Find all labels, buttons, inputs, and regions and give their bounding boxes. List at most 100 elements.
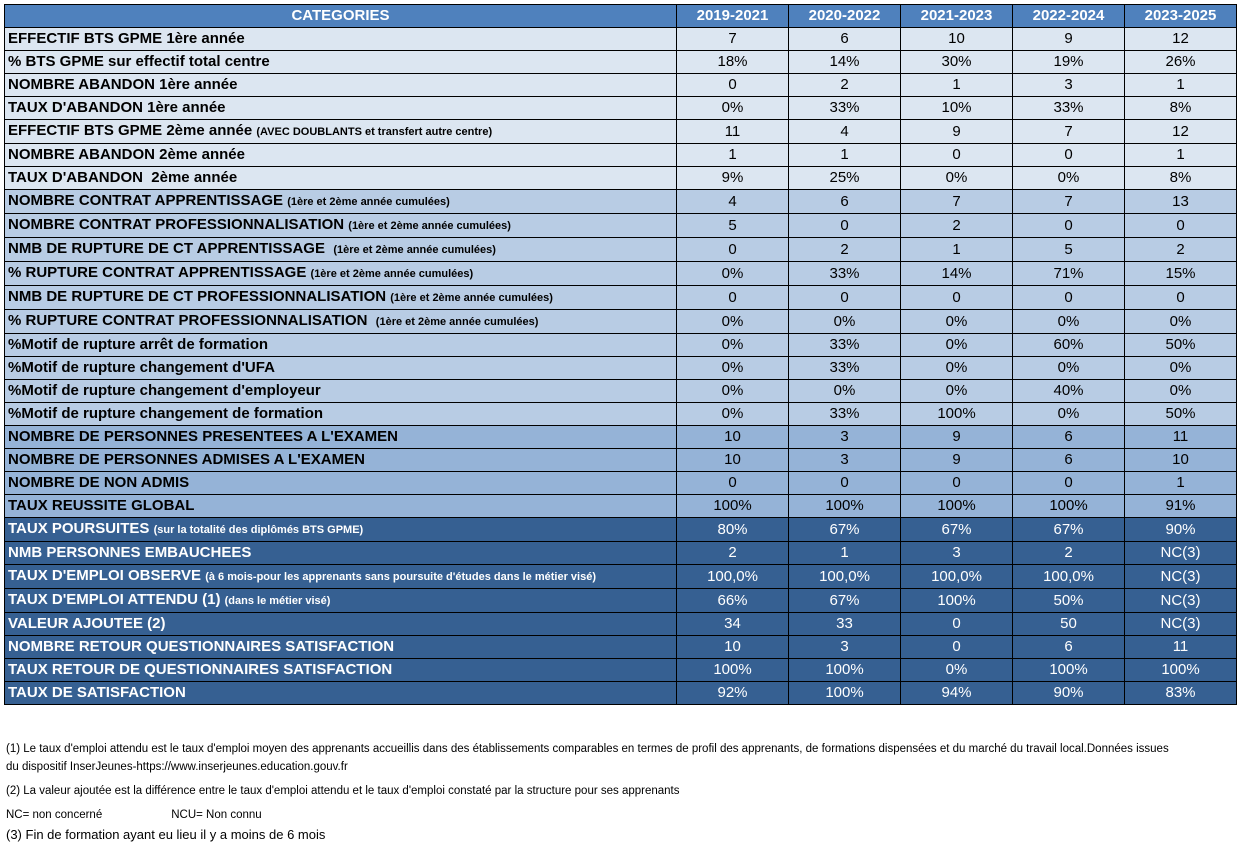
value-cell: 67%: [900, 517, 1013, 542]
row-label-cell: % BTS GPME sur effectif total centre: [4, 50, 677, 74]
row-label-cell: NMB PERSONNES EMBAUCHEES: [4, 541, 677, 565]
value-cell: 100%: [788, 658, 901, 682]
table-row: NOMBRE RETOUR QUESTIONNAIRES SATISFACTIO…: [4, 635, 1237, 659]
row-label-note: (dans le métier visé): [224, 595, 331, 607]
value-cell: 9: [900, 119, 1013, 144]
value-cell: 3: [788, 635, 901, 659]
row-label-cell: NOMBRE DE PERSONNES ADMISES A L'EXAMEN: [4, 448, 677, 472]
row-label-cell: %Motif de rupture arrêt de formation: [4, 333, 677, 357]
value-cell: 18%: [676, 50, 789, 74]
row-label-cell: TAUX REUSSITE GLOBAL: [4, 494, 677, 518]
row-label: %Motif de rupture changement d'UFA: [8, 359, 275, 376]
header-categories: CATEGORIES: [4, 4, 677, 28]
row-label-cell: NOMBRE ABANDON 1ère année: [4, 73, 677, 97]
table-row: NOMBRE CONTRAT APPRENTISSAGE (1ère et 2è…: [4, 189, 1237, 214]
value-cell: 100%: [1124, 658, 1237, 682]
value-cell: 33%: [788, 96, 901, 120]
value-cell: 3: [788, 448, 901, 472]
row-label: NOMBRE CONTRAT APPRENTISSAGE: [8, 192, 288, 209]
value-cell: 100%: [1012, 494, 1125, 518]
footnotes: (1) Le taux d'emploi attendu est le taux…: [6, 740, 1234, 844]
table-row: NOMBRE ABANDON 1ère année 0 2 1 3 1: [4, 73, 1237, 97]
table-row: % RUPTURE CONTRAT PROFESSIONNALISATION (…: [4, 309, 1237, 334]
value-cell: 100%: [676, 494, 789, 518]
table-row: NOMBRE CONTRAT PROFESSIONNALISATION (1èr…: [4, 213, 1237, 238]
value-cell: NC(3): [1124, 541, 1237, 565]
table-row: NOMBRE DE PERSONNES ADMISES A L'EXAMEN 10…: [4, 448, 1237, 472]
footnote-3: (3) Fin de formation ayant eu lieu il y …: [6, 827, 326, 842]
value-cell: 33%: [788, 356, 901, 380]
row-label-note: (à 6 mois-pour les apprenants sans pours…: [205, 571, 597, 583]
value-cell: 3: [1012, 73, 1125, 97]
value-cell: 0%: [900, 309, 1013, 334]
value-cell: 60%: [1012, 333, 1125, 357]
value-cell: 2: [788, 237, 901, 262]
footnote-1-line-2: du dispositif InserJeunes-https://www.in…: [6, 761, 348, 773]
row-label-cell: %Motif de rupture changement d'employeur: [4, 379, 677, 403]
value-cell: 100%: [1012, 658, 1125, 682]
value-cell: 0: [900, 285, 1013, 310]
row-label-cell: NOMBRE DE PERSONNES PRESENTEES A L'EXAME…: [4, 425, 677, 449]
value-cell: 12: [1124, 27, 1237, 51]
value-cell: 0: [900, 635, 1013, 659]
row-label-cell: NOMBRE CONTRAT PROFESSIONNALISATION (1èr…: [4, 213, 677, 238]
value-cell: 0%: [676, 356, 789, 380]
row-label: TAUX D'EMPLOI OBSERVE: [8, 567, 206, 584]
value-cell: 0: [676, 285, 789, 310]
value-cell: NC(3): [1124, 612, 1237, 636]
value-cell: 2: [900, 213, 1013, 238]
value-cell: 0: [1124, 285, 1237, 310]
table-row: TAUX REUSSITE GLOBAL 100% 100% 100% 100% 91%: [4, 494, 1237, 518]
value-cell: 100,0%: [900, 564, 1013, 589]
value-cell: 2: [676, 541, 789, 565]
row-label: TAUX REUSSITE GLOBAL: [8, 497, 195, 514]
value-cell: 0%: [676, 261, 789, 286]
footnote-2: (2) La valeur ajoutée est la différence …: [6, 785, 680, 797]
value-cell: 0%: [900, 658, 1013, 682]
value-cell: 100%: [676, 658, 789, 682]
value-cell: 1: [1124, 143, 1237, 167]
row-label-cell: TAUX D'EMPLOI ATTENDU (1) (dans le métie…: [4, 588, 677, 613]
value-cell: 0: [676, 471, 789, 495]
header-year: 2021-2023: [900, 4, 1013, 28]
value-cell: 0%: [1012, 402, 1125, 426]
row-label: NOMBRE ABANDON 2ème année: [8, 146, 245, 163]
row-label-note: (1ère et 2ème année cumulées): [375, 316, 539, 328]
value-cell: 0: [788, 213, 901, 238]
table-row: NOMBRE DE PERSONNES PRESENTEES A L'EXAME…: [4, 425, 1237, 449]
footnote-1-line-1: (1) Le taux d'emploi attendu est le taux…: [6, 743, 1169, 755]
row-label-cell: %Motif de rupture changement d'UFA: [4, 356, 677, 380]
row-label: %Motif de rupture arrêt de formation: [8, 336, 269, 353]
value-cell: 10: [900, 27, 1013, 51]
value-cell: 0: [1012, 213, 1125, 238]
value-cell: 0%: [1012, 356, 1125, 380]
value-cell: 4: [676, 189, 789, 214]
row-label: EFFECTIF BTS GPME 2ème année: [8, 122, 257, 139]
value-cell: 9: [900, 448, 1013, 472]
table-row: %Motif de rupture arrêt de formation 0% 33…: [4, 333, 1237, 357]
row-label: % RUPTURE CONTRAT APPRENTISSAGE: [8, 264, 311, 281]
row-label-cell: TAUX D'EMPLOI OBSERVE (à 6 mois-pour les…: [4, 564, 677, 589]
value-cell: 100%: [788, 494, 901, 518]
table-row: EFFECTIF BTS GPME 2ème année (AVEC DOUBL…: [4, 119, 1237, 144]
value-cell: 0: [788, 471, 901, 495]
value-cell: 100,0%: [676, 564, 789, 589]
value-cell: 0%: [900, 166, 1013, 190]
row-label: TAUX D'ABANDON 1ère année: [8, 99, 226, 116]
row-label-note: (1ère et 2ème année cumulées): [287, 196, 450, 208]
row-label-cell: TAUX POURSUITES (sur la totalité des dip…: [4, 517, 677, 542]
value-cell: 7: [1012, 119, 1125, 144]
value-cell: 0: [900, 143, 1013, 167]
value-cell: 5: [1012, 237, 1125, 262]
value-cell: 0%: [676, 309, 789, 334]
row-label: %Motif de rupture changement de formatio…: [8, 405, 324, 422]
value-cell: 2: [1012, 541, 1125, 565]
value-cell: 10: [676, 448, 789, 472]
table-row: TAUX DE SATISFACTION 92% 100% 94% 90% 83%: [4, 681, 1237, 705]
value-cell: 33%: [788, 333, 901, 357]
value-cell: 4: [788, 119, 901, 144]
value-cell: 94%: [900, 681, 1013, 705]
value-cell: 6: [1012, 448, 1125, 472]
row-label: VALEUR AJOUTEE (2): [8, 615, 166, 632]
value-cell: 33%: [1012, 96, 1125, 120]
